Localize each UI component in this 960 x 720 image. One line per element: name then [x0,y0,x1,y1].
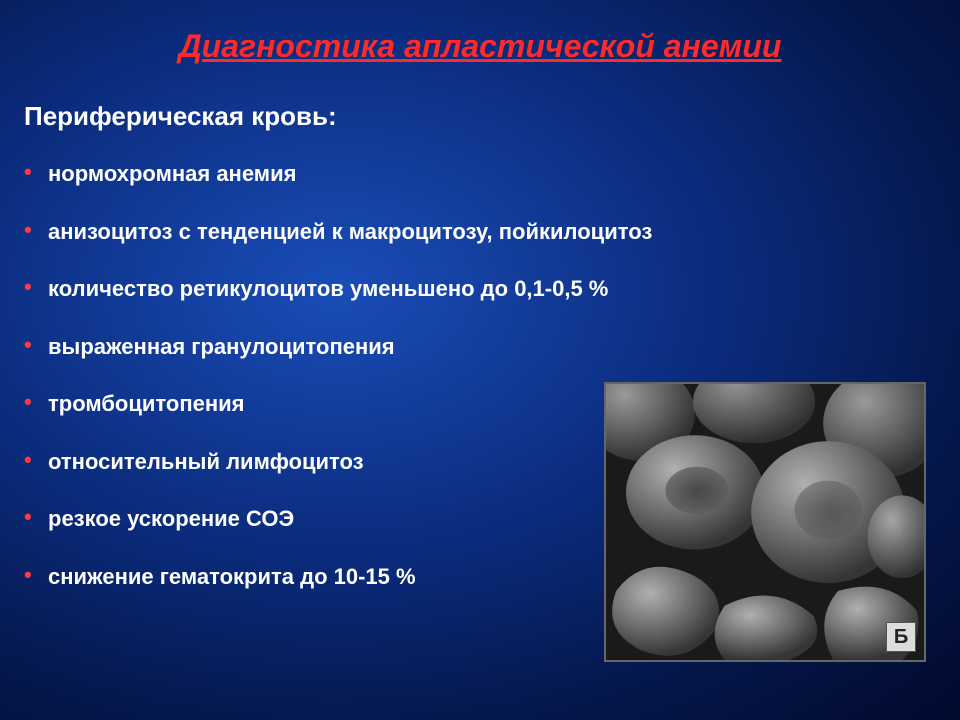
list-item: выраженная гранулоцитопения [30,333,960,361]
microscopy-image: Б [604,382,926,662]
list-item: количество ретикулоцитов уменьшено до 0,… [30,275,960,303]
slide-title: Диагностика апластической анемии [0,0,960,65]
slide-subtitle: Периферическая кровь: [0,65,960,132]
list-item: нормохромная анемия [30,160,960,188]
blood-cells-icon [606,384,924,660]
figure-label: Б [886,622,916,652]
list-item: анизоцитоз с тенденцией к макроцитозу, п… [30,218,960,246]
